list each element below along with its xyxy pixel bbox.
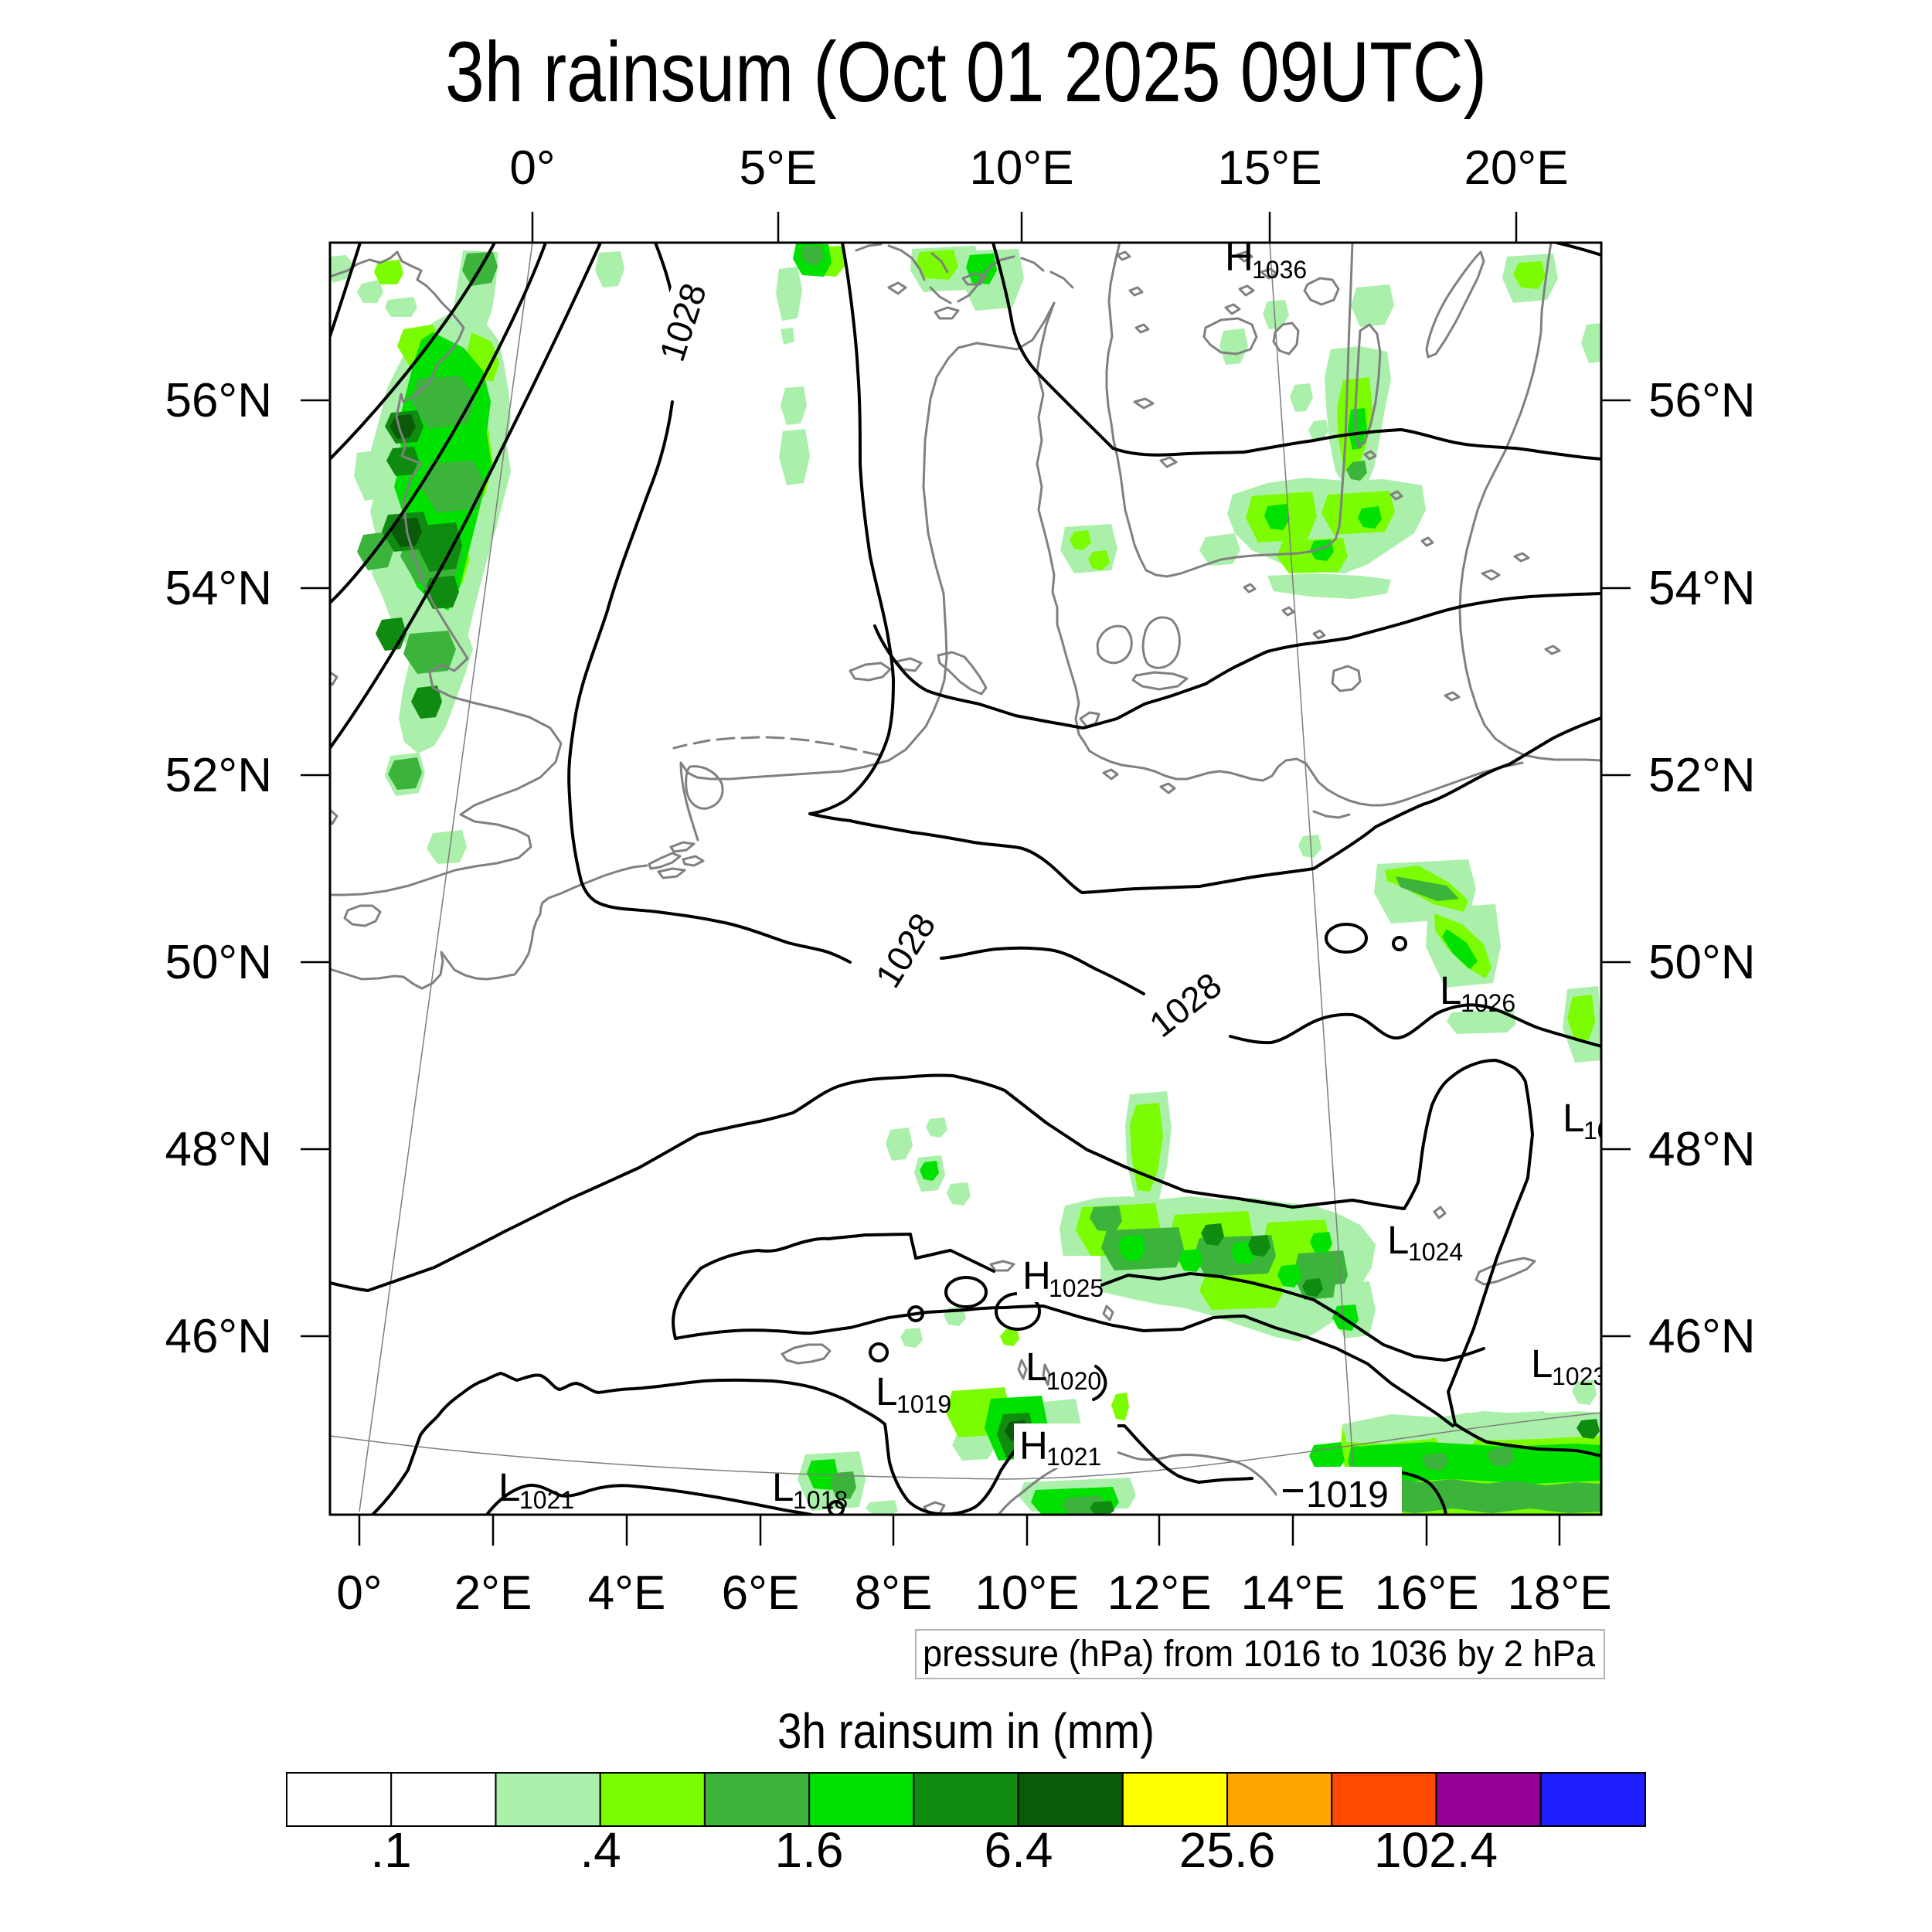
svg-text:4°E: 4°E bbox=[588, 1566, 666, 1620]
svg-text:1024: 1024 bbox=[1408, 1238, 1463, 1266]
svg-text:1026: 1026 bbox=[1461, 989, 1515, 1017]
svg-text:10: 10 bbox=[1583, 1117, 1611, 1145]
svg-text:8°E: 8°E bbox=[855, 1566, 933, 1620]
svg-text:L: L bbox=[1563, 1096, 1584, 1140]
svg-text:1036: 1036 bbox=[1252, 256, 1307, 284]
svg-text:14°E: 14°E bbox=[1240, 1566, 1345, 1620]
svg-text:12°E: 12°E bbox=[1107, 1566, 1211, 1620]
svg-text:10°E: 10°E bbox=[969, 141, 1073, 195]
svg-text:L: L bbox=[772, 1465, 794, 1509]
svg-text:L: L bbox=[1440, 968, 1461, 1012]
svg-text:50°N: 50°N bbox=[1648, 936, 1756, 989]
svg-text:1023: 1023 bbox=[1552, 1362, 1607, 1390]
svg-text:50°N: 50°N bbox=[165, 936, 272, 989]
svg-text:46°N: 46°N bbox=[1648, 1310, 1756, 1363]
svg-text:3h rainsum in (mm): 3h rainsum in (mm) bbox=[777, 1703, 1155, 1759]
svg-text:56°N: 56°N bbox=[1648, 374, 1756, 427]
svg-text:54°N: 54°N bbox=[165, 562, 272, 615]
svg-text:1018: 1018 bbox=[793, 1486, 848, 1514]
svg-text:.1: .1 bbox=[370, 1822, 411, 1878]
svg-text:L: L bbox=[498, 1465, 520, 1509]
svg-text:1.6: 1.6 bbox=[775, 1822, 844, 1878]
svg-text:0°: 0° bbox=[336, 1566, 382, 1620]
svg-text:1019: 1019 bbox=[896, 1390, 951, 1418]
svg-text:48°N: 48°N bbox=[165, 1123, 272, 1176]
svg-text:2°E: 2°E bbox=[454, 1566, 532, 1620]
svg-text:52°N: 52°N bbox=[165, 749, 272, 802]
svg-text:1020: 1020 bbox=[1046, 1367, 1101, 1395]
svg-text:16°E: 16°E bbox=[1374, 1566, 1478, 1620]
svg-text:L: L bbox=[1531, 1342, 1553, 1386]
svg-text:6.4: 6.4 bbox=[985, 1822, 1053, 1878]
svg-text:1025: 1025 bbox=[1049, 1274, 1104, 1302]
svg-text:pressure (hPa) from 1016 to 10: pressure (hPa) from 1016 to 1036 by 2 hP… bbox=[923, 1634, 1595, 1675]
svg-text:L: L bbox=[1387, 1218, 1409, 1262]
svg-text:L: L bbox=[876, 1369, 897, 1413]
svg-text:56°N: 56°N bbox=[165, 374, 272, 427]
svg-text:20°E: 20°E bbox=[1464, 141, 1568, 195]
svg-text:15°E: 15°E bbox=[1217, 141, 1321, 195]
svg-text:10°E: 10°E bbox=[975, 1566, 1079, 1620]
svg-text:54°N: 54°N bbox=[1648, 562, 1756, 615]
svg-text:3h rainsum (Oct 01 2025 09UTC): 3h rainsum (Oct 01 2025 09UTC) bbox=[445, 25, 1487, 120]
svg-text:.4: .4 bbox=[580, 1822, 621, 1878]
svg-text:H: H bbox=[1019, 1423, 1048, 1468]
svg-text:102.4: 102.4 bbox=[1374, 1822, 1498, 1878]
svg-text:18°E: 18°E bbox=[1507, 1566, 1611, 1620]
svg-text:46°N: 46°N bbox=[165, 1310, 272, 1363]
svg-text:5°E: 5°E bbox=[740, 141, 818, 195]
svg-text:0°: 0° bbox=[509, 141, 555, 195]
svg-text:25.6: 25.6 bbox=[1179, 1822, 1276, 1878]
svg-text:1019: 1019 bbox=[1306, 1475, 1389, 1515]
svg-text:52°N: 52°N bbox=[1648, 749, 1756, 802]
svg-text:6°E: 6°E bbox=[722, 1566, 800, 1620]
svg-text:1021: 1021 bbox=[519, 1486, 574, 1514]
svg-text:H: H bbox=[1022, 1253, 1051, 1298]
svg-text:L: L bbox=[1026, 1345, 1047, 1389]
svg-text:H: H bbox=[1225, 235, 1253, 279]
svg-text:48°N: 48°N bbox=[1648, 1123, 1756, 1176]
svg-text:1021: 1021 bbox=[1046, 1443, 1101, 1471]
